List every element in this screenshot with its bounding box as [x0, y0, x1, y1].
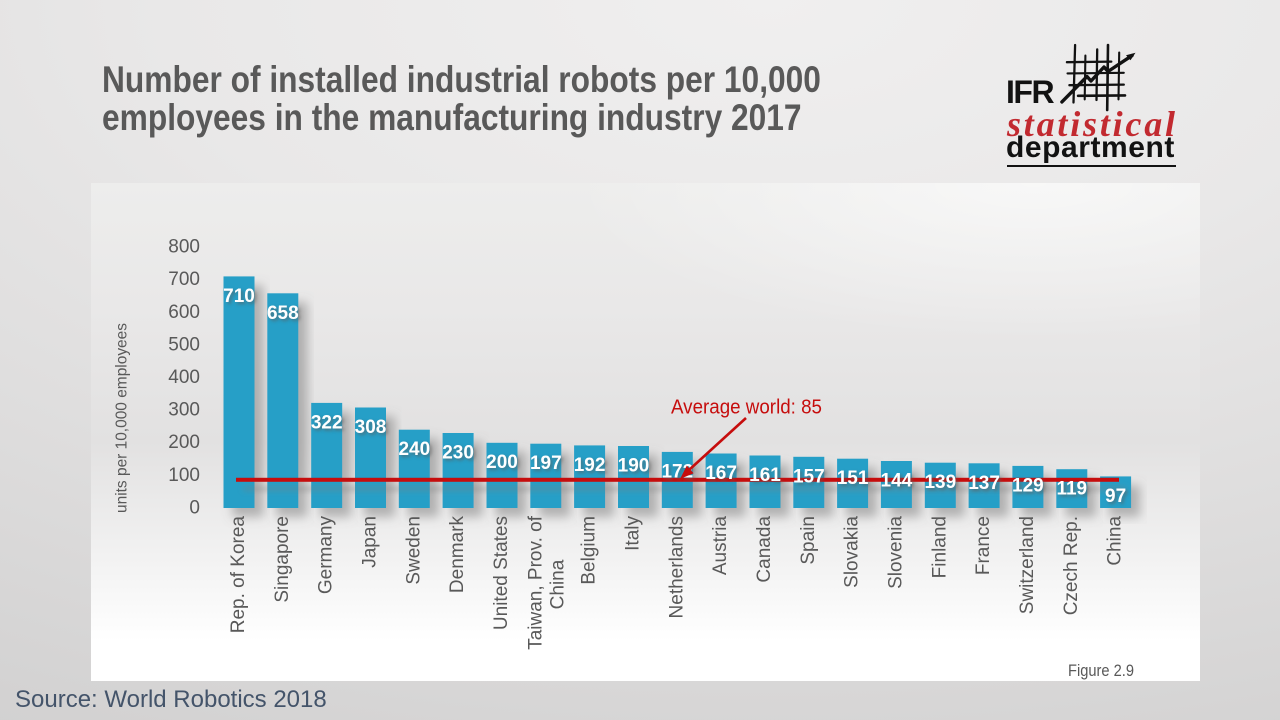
- svg-text:197: 197: [530, 453, 562, 474]
- svg-text:800: 800: [168, 237, 200, 258]
- svg-text:230: 230: [442, 443, 474, 464]
- svg-text:Italy: Italy: [623, 516, 644, 551]
- svg-text:Netherlands: Netherlands: [666, 516, 687, 618]
- svg-text:Average world: 85: Average world: 85: [671, 397, 822, 419]
- svg-text:Spain: Spain: [798, 516, 819, 565]
- svg-text:Switzerland: Switzerland: [1017, 516, 1038, 614]
- svg-text:710: 710: [223, 286, 255, 307]
- svg-text:658: 658: [267, 303, 299, 324]
- svg-text:308: 308: [355, 417, 387, 438]
- svg-text:200: 200: [168, 432, 200, 453]
- svg-text:Rep. of Korea: Rep. of Korea: [228, 516, 249, 634]
- svg-text:Japan: Japan: [360, 516, 381, 568]
- svg-text:700: 700: [168, 269, 200, 290]
- svg-text:Austria: Austria: [710, 516, 731, 576]
- svg-text:500: 500: [168, 334, 200, 355]
- svg-text:192: 192: [574, 455, 606, 476]
- svg-text:Sweden: Sweden: [403, 516, 424, 585]
- svg-text:units per 10,000 employees: units per 10,000 employees: [114, 323, 131, 513]
- svg-text:200: 200: [486, 452, 518, 473]
- svg-text:Slovenia: Slovenia: [885, 516, 906, 589]
- svg-text:151: 151: [837, 468, 869, 489]
- svg-text:600: 600: [168, 302, 200, 323]
- svg-text:300: 300: [168, 400, 200, 421]
- svg-text:167: 167: [705, 463, 737, 484]
- svg-text:400: 400: [168, 367, 200, 388]
- svg-text:China: China: [1105, 516, 1126, 566]
- svg-text:190: 190: [618, 456, 650, 477]
- svg-text:Taiwan, Prov. of: Taiwan, Prov. of: [525, 515, 546, 649]
- svg-text:Figure 2.9: Figure 2.9: [1068, 661, 1134, 680]
- svg-text:137: 137: [968, 473, 1000, 494]
- svg-text:Finland: Finland: [929, 516, 950, 578]
- svg-text:Singapore: Singapore: [272, 516, 293, 603]
- svg-text:United States: United States: [491, 516, 512, 630]
- svg-text:139: 139: [924, 472, 956, 493]
- svg-text:157: 157: [793, 466, 825, 487]
- svg-text:Germany: Germany: [316, 516, 337, 595]
- svg-text:Belgium: Belgium: [579, 516, 600, 585]
- svg-text:Slovakia: Slovakia: [842, 516, 863, 588]
- svg-text:China: China: [547, 559, 568, 609]
- svg-text:Canada: Canada: [754, 516, 775, 583]
- svg-text:Denmark: Denmark: [447, 516, 468, 594]
- svg-text:322: 322: [311, 412, 343, 433]
- svg-text:172: 172: [661, 461, 693, 482]
- svg-text:144: 144: [881, 471, 913, 492]
- svg-text:161: 161: [749, 465, 781, 486]
- svg-text:100: 100: [168, 465, 200, 486]
- svg-text:240: 240: [398, 439, 430, 460]
- svg-text:129: 129: [1012, 475, 1044, 496]
- svg-text:97: 97: [1105, 486, 1126, 507]
- svg-text:Czech Rep.: Czech Rep.: [1061, 516, 1082, 615]
- svg-text:0: 0: [189, 498, 200, 519]
- svg-text:119: 119: [1056, 479, 1087, 500]
- svg-text:France: France: [973, 516, 994, 575]
